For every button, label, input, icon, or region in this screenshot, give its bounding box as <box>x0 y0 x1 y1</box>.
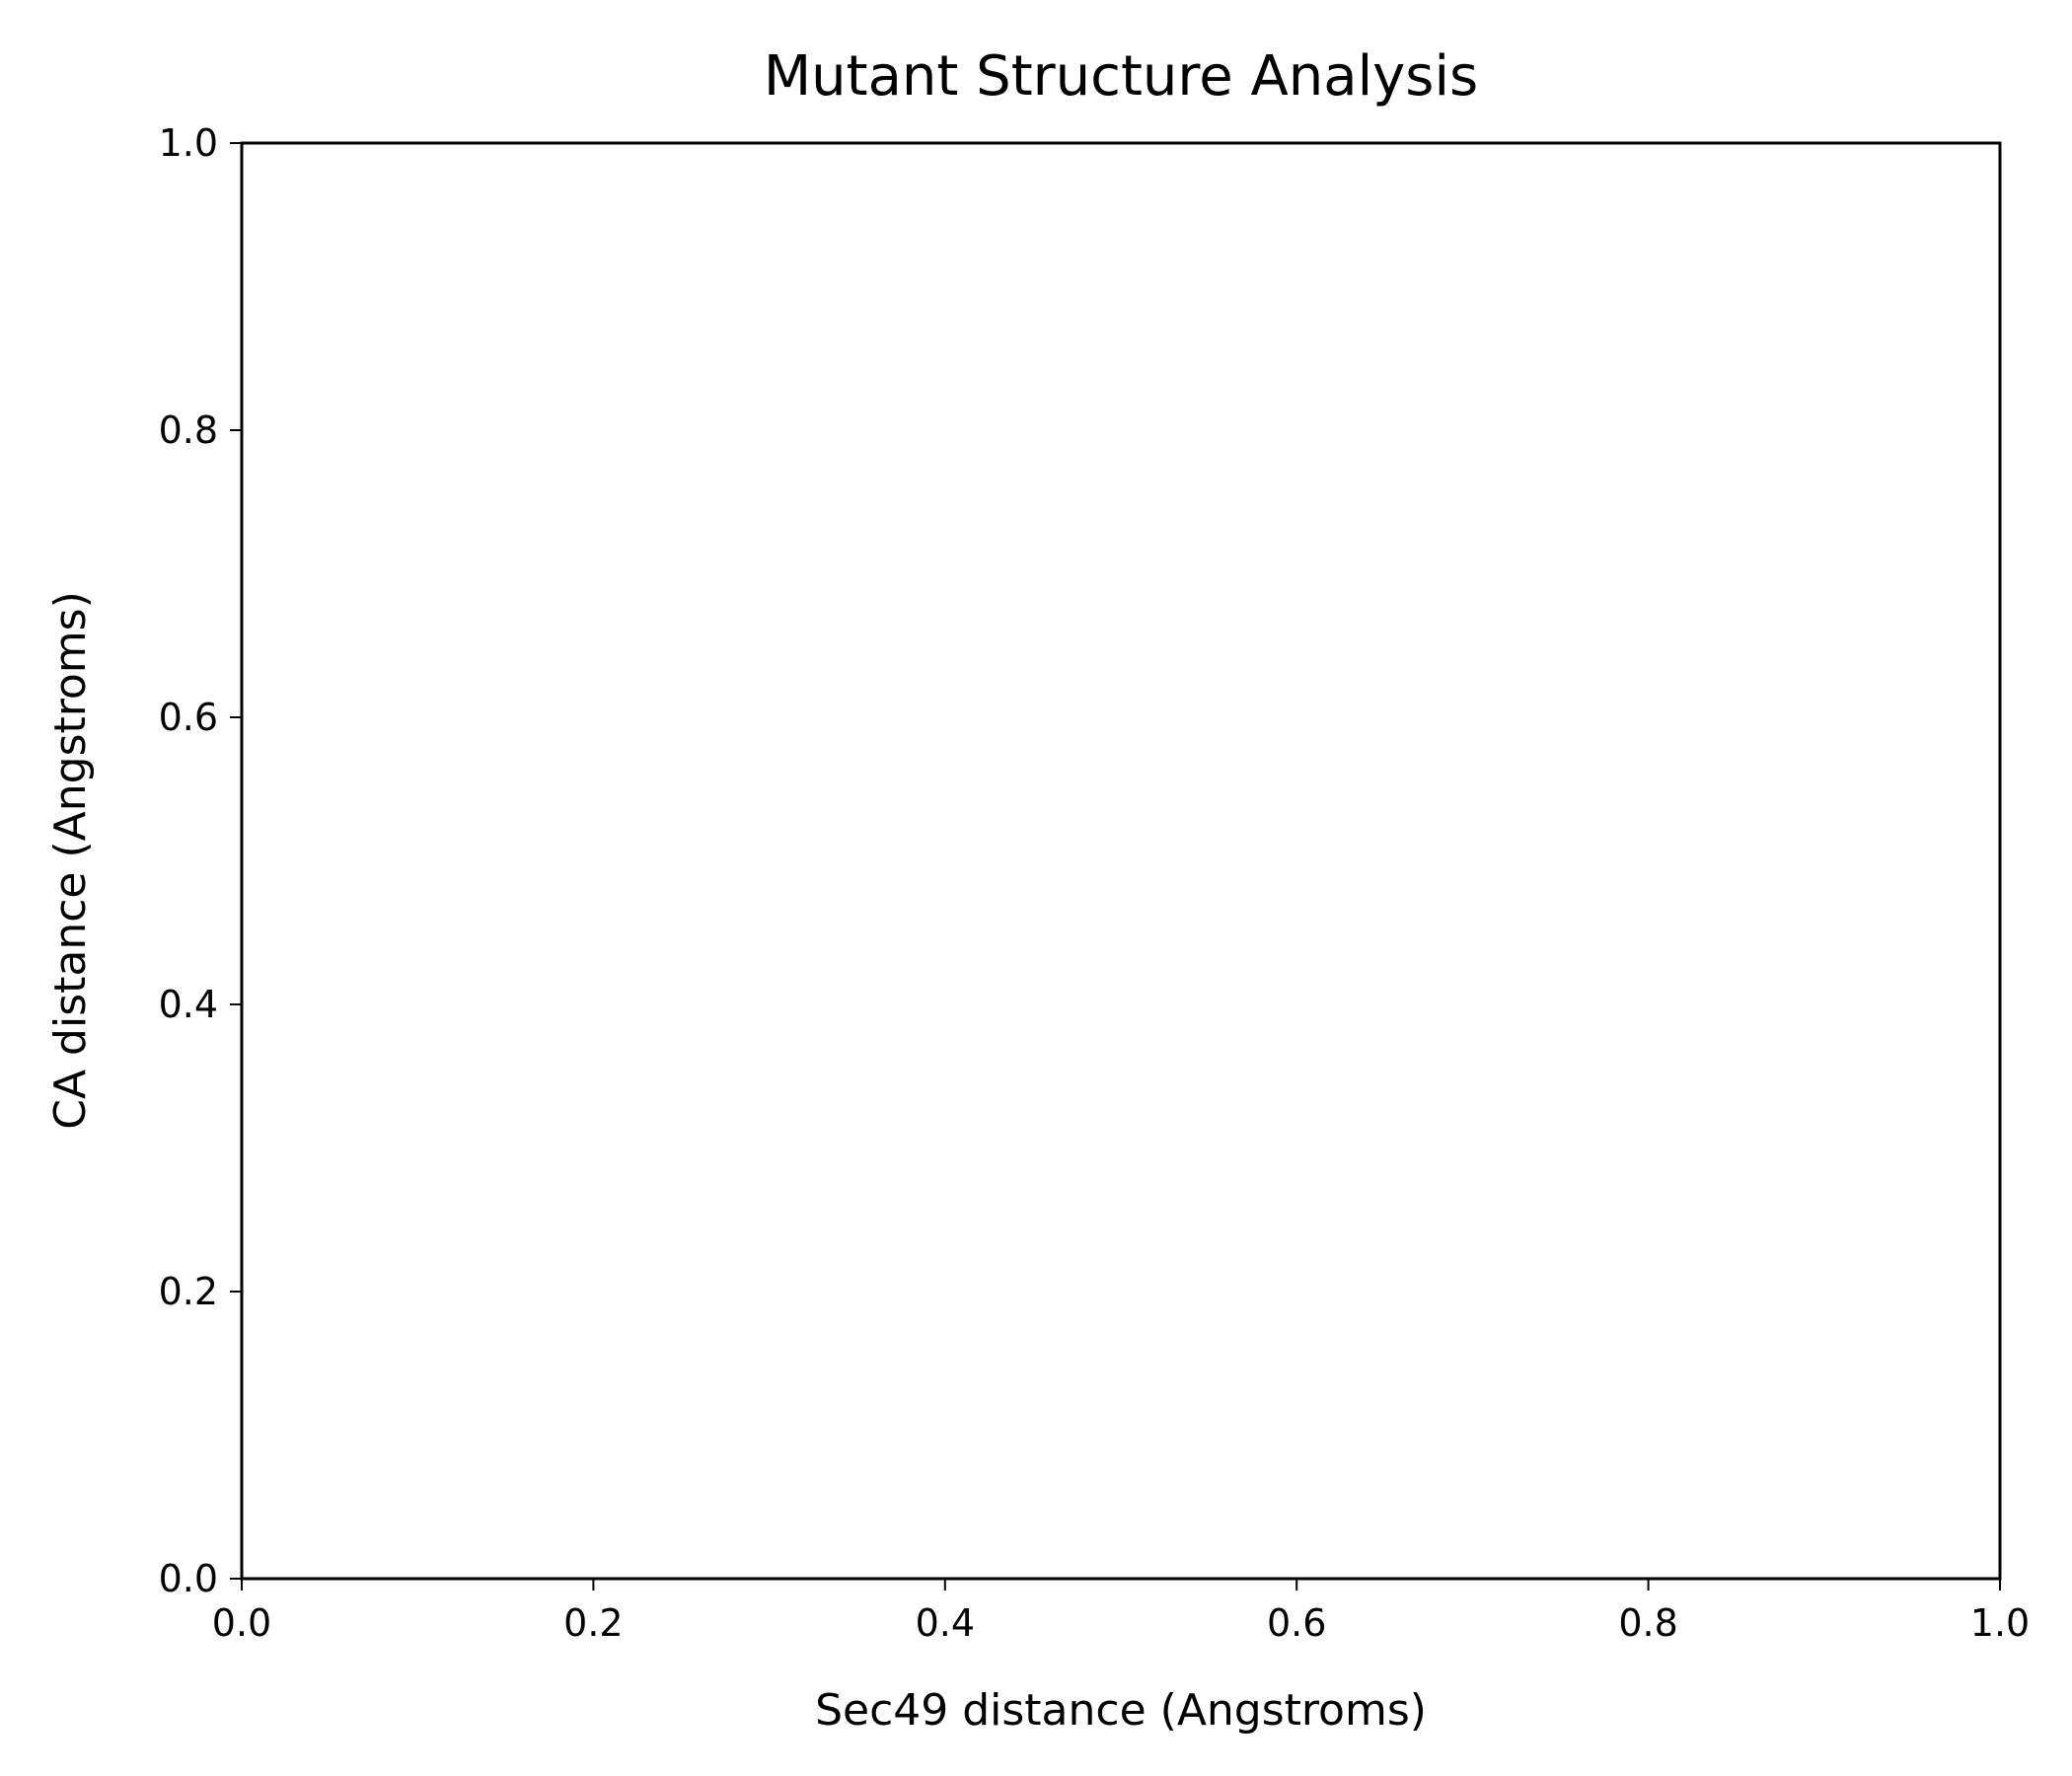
x-axis: 0.0 0.2 0.4 0.6 0.8 1.0 <box>212 1579 2030 1645</box>
y-tick-label: 1.0 <box>159 121 218 165</box>
x-tick-label: 0.6 <box>1267 1601 1326 1645</box>
y-tick-label: 0.0 <box>159 1557 218 1600</box>
x-tick-label: 0.2 <box>563 1601 623 1645</box>
y-tick-label: 0.2 <box>159 1270 218 1313</box>
x-axis-label: Sec49 distance (Angstroms) <box>815 1685 1427 1736</box>
y-tick-label: 0.6 <box>159 696 218 739</box>
x-tick-label: 0.4 <box>916 1601 975 1645</box>
chart-title: Mutant Structure Analysis <box>764 44 1478 109</box>
x-tick-label: 0.8 <box>1618 1601 1677 1645</box>
plot-area <box>240 141 2002 1581</box>
x-tick-label: 0.0 <box>212 1601 271 1645</box>
x-tick-label: 1.0 <box>1970 1601 2030 1645</box>
y-tick-label: 0.4 <box>159 983 218 1026</box>
y-tick-label: 0.8 <box>159 408 218 452</box>
y-axis-label: CA distance (Angstroms) <box>45 591 96 1130</box>
y-axis: 0.0 0.2 0.4 0.6 0.8 1.0 <box>159 121 242 1600</box>
